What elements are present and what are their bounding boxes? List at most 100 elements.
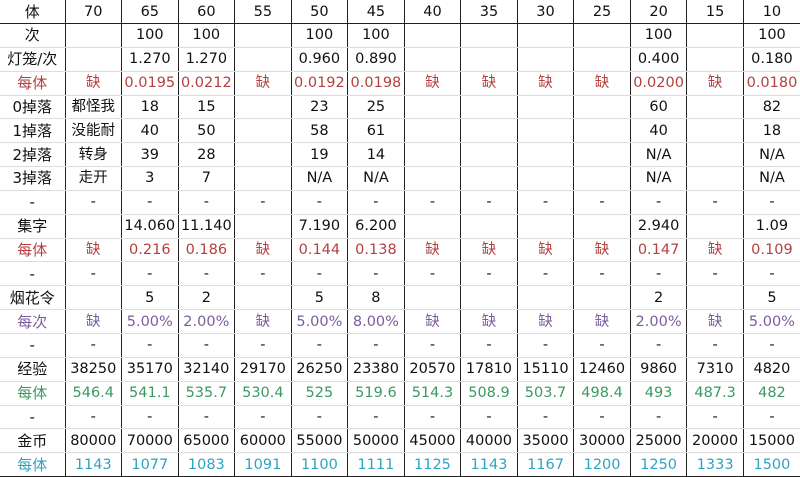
column-header: 40 <box>403 0 461 24</box>
table-cell <box>686 47 744 72</box>
table-cell: 20000 <box>686 428 744 454</box>
table-cell: 38250 <box>64 357 122 382</box>
table-cell <box>573 23 631 48</box>
table-cell <box>686 285 744 311</box>
table-cell: 70000 <box>121 428 179 454</box>
table-cell <box>234 95 292 120</box>
row-label: 每体 <box>0 452 65 477</box>
column-header: 10 <box>742 0 800 24</box>
row-separator-4: -------------- <box>0 405 800 430</box>
row-experience: 经验 38250 35170 32140 29170 26250 23380 20570 178… <box>0 357 800 382</box>
table-cell: 14 <box>347 142 405 168</box>
table-cell: 40 <box>121 118 179 144</box>
row-label: 0掉落 <box>0 95 65 120</box>
table-cell: 缺 <box>234 309 292 334</box>
table-cell: - <box>121 405 179 430</box>
table-cell <box>573 47 631 72</box>
table-cell: - <box>121 333 179 358</box>
table-cell: 缺 <box>234 71 292 96</box>
table-cell <box>686 142 744 168</box>
table-cell: 35170 <box>121 357 179 382</box>
table-cell: 55000 <box>290 428 348 454</box>
table-cell: 50 <box>177 118 235 144</box>
table-cell: 转身 <box>64 142 122 168</box>
table-cell: 100 <box>347 23 405 48</box>
table-cell: 80000 <box>64 428 122 454</box>
table-cell <box>686 23 744 48</box>
table-cell <box>460 166 518 191</box>
table-cell: 7310 <box>686 357 744 382</box>
table-cell: 11.140 <box>177 214 235 239</box>
table-cell: 35000 <box>516 428 574 454</box>
table-cell: 5 <box>290 285 348 311</box>
table-cell: 514.3 <box>403 381 461 406</box>
table-cell: 40 <box>629 118 687 144</box>
table-cell <box>516 47 574 72</box>
row-firework-tokens: 烟花令 5 2 5 8 2 5 <box>0 285 800 311</box>
table-cell: 没能耐 <box>64 118 122 144</box>
table-cell: - <box>347 333 405 358</box>
table-cell <box>516 142 574 168</box>
table-cell: 缺 <box>460 238 518 263</box>
table-cell: 60 <box>629 95 687 120</box>
table-cell: 1083 <box>177 452 235 477</box>
table-cell: 1250 <box>629 452 687 477</box>
table-cell: 498.4 <box>573 381 631 406</box>
table-cell: 缺 <box>403 309 461 334</box>
table-cell: 8.00% <box>347 309 405 334</box>
table-cell <box>573 166 631 191</box>
table-cell: - <box>460 405 518 430</box>
table-cell: - <box>460 190 518 215</box>
row-label: 金币 <box>0 428 65 454</box>
row-label: 每体 <box>0 71 65 96</box>
table-cell: - <box>573 261 631 287</box>
table-cell <box>460 285 518 311</box>
table-cell <box>403 285 461 311</box>
table-cell: - <box>629 333 687 358</box>
table-cell: 15000 <box>742 428 800 454</box>
row-lanterns-per-stamina: 每体缺 0.0195 0.0212 缺 0.0192 0.0198 缺缺缺缺 0.0200 缺 0… <box>0 71 800 96</box>
table-cell <box>516 118 574 144</box>
table-cell: - <box>177 405 235 430</box>
table-cell: 1143 <box>64 452 122 477</box>
table-cell <box>64 47 122 72</box>
table-cell: 1100 <box>290 452 348 477</box>
table-cell: 0.400 <box>629 47 687 72</box>
table-cell: - <box>516 261 574 287</box>
table-cell: 缺 <box>64 71 122 96</box>
table-cell: 0.0195 <box>121 71 179 96</box>
table-cell: 15 <box>177 95 235 120</box>
row-attempts: 次 100 100 100 100 100 100 <box>0 23 800 48</box>
table-cell: 2 <box>177 285 235 311</box>
table-cell: - <box>177 190 235 215</box>
table-cell: - <box>403 190 461 215</box>
table-cell: 缺 <box>573 71 631 96</box>
table-cell: - <box>573 190 631 215</box>
table-cell <box>573 285 631 311</box>
table-cell: 1500 <box>742 452 800 477</box>
table-cell: N/A <box>629 166 687 191</box>
row-label: 经验 <box>0 357 65 382</box>
row-label: 2掉落 <box>0 142 65 168</box>
table-cell: 541.1 <box>121 381 179 406</box>
table-cell: 5 <box>742 285 800 311</box>
table-cell: 1.270 <box>121 47 179 72</box>
table-cell: 19 <box>290 142 348 168</box>
table-cell: 0.216 <box>121 238 179 263</box>
table-cell: 25000 <box>629 428 687 454</box>
table-cell: 29170 <box>234 357 292 382</box>
table-cell: 1200 <box>573 452 631 477</box>
table-cell: 100 <box>177 23 235 48</box>
table-cell <box>234 285 292 311</box>
table-cell: - <box>64 405 122 430</box>
table-cell: 缺 <box>234 238 292 263</box>
table-cell <box>234 47 292 72</box>
table-cell: - <box>347 261 405 287</box>
table-cell: 61 <box>347 118 405 144</box>
table-cell <box>460 95 518 120</box>
table-cell: - <box>177 333 235 358</box>
table-cell: - <box>742 261 800 287</box>
table-cell <box>516 23 574 48</box>
table-cell: 缺 <box>516 71 574 96</box>
row-gold-per-stamina: 每体 1143 1077 1083 1091 1100 1111 1125 1143 1167 12… <box>0 452 800 477</box>
